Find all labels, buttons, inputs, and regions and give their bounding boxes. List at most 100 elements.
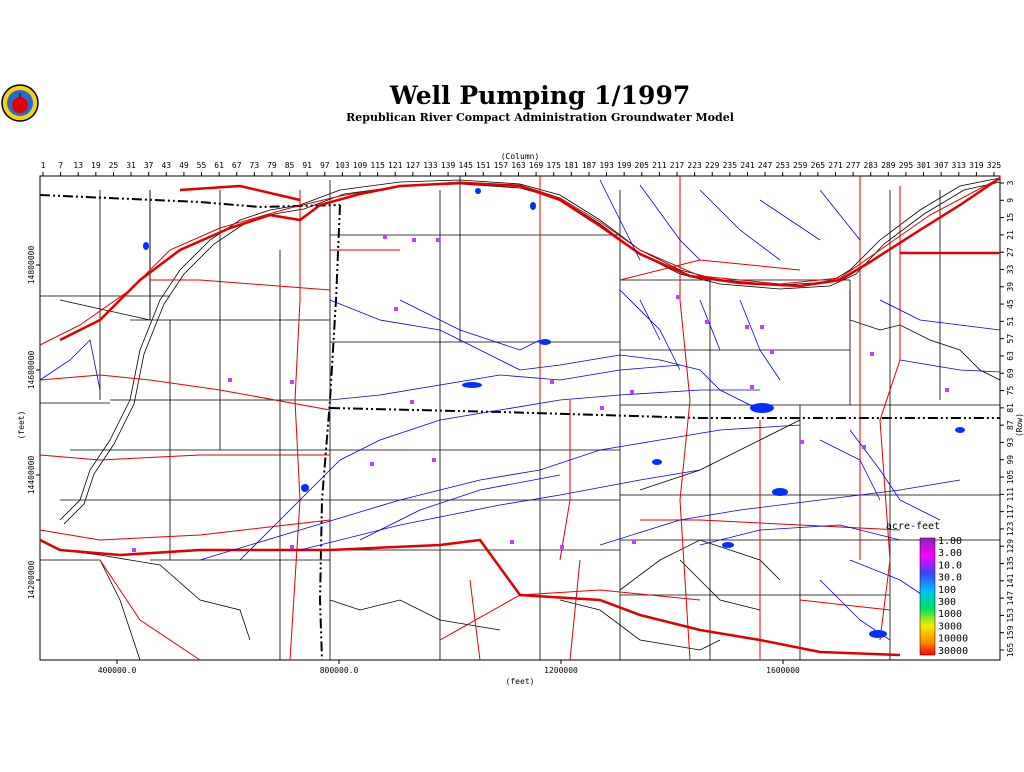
row-tick-label: 93 — [1006, 437, 1015, 447]
column-tick-label: 103 — [335, 161, 350, 170]
legend-label: 1.00 — [938, 536, 962, 547]
row-tick-label: 51 — [1006, 316, 1015, 326]
column-tick-label: 13 — [73, 161, 83, 170]
column-tick-label: 199 — [617, 161, 632, 170]
column-axis-title: (Column) — [501, 152, 540, 161]
column-tick-label: 193 — [599, 161, 614, 170]
row-tick-label: 15 — [1006, 213, 1015, 223]
row-tick-label: 27 — [1006, 247, 1015, 257]
axis-ticks: 1 7 13 19 25 31 37 43 49 55 61 67 73 79 85 91 97 103 109 11… — [27, 161, 1015, 675]
column-tick-label: 223 — [687, 161, 702, 170]
column-tick-label: 109 — [353, 161, 368, 170]
legend-label: 30.0 — [938, 573, 962, 584]
row-tick-label: 3 — [1006, 180, 1015, 185]
column-tick-label: 313 — [952, 161, 967, 170]
row-tick-label: 39 — [1006, 282, 1015, 292]
legend-label: 300 — [938, 597, 956, 608]
column-tick-label: 43 — [161, 161, 171, 170]
column-tick-label: 325 — [987, 161, 1002, 170]
row-tick-label: 69 — [1006, 368, 1015, 378]
column-tick-label: 121 — [388, 161, 403, 170]
subtitle: Republican River Compact Administration … — [346, 111, 734, 124]
legend-label: 3000 — [938, 621, 962, 632]
legend-label: 3.00 — [938, 548, 962, 559]
column-tick-label: 157 — [494, 161, 509, 170]
row-tick-label: 141 — [1006, 573, 1015, 588]
column-tick-label: 187 — [582, 161, 597, 170]
row-tick-label: 135 — [1006, 556, 1015, 571]
logo — [1, 84, 39, 122]
row-tick-label: 105 — [1006, 470, 1015, 485]
column-tick-label: 301 — [916, 161, 931, 170]
column-tick-label: 37 — [144, 161, 154, 170]
column-tick-label: 31 — [126, 161, 136, 170]
legend-color-bar — [919, 537, 936, 656]
column-tick-label: 169 — [529, 161, 544, 170]
row-tick-label: 45 — [1006, 299, 1015, 309]
column-tick-label: 19 — [91, 161, 101, 170]
row-tick-label: 57 — [1006, 334, 1015, 344]
column-tick-label: 265 — [811, 161, 826, 170]
column-tick-label: 295 — [899, 161, 914, 170]
y-tick-label: 14400000 — [27, 456, 36, 495]
column-tick-label: 289 — [881, 161, 896, 170]
row-tick-label: 63 — [1006, 351, 1015, 361]
column-tick-label: 61 — [214, 161, 224, 170]
column-tick-label: 73 — [250, 161, 260, 170]
column-tick-label: 145 — [458, 161, 473, 170]
column-tick-label: 55 — [197, 161, 207, 170]
column-tick-label: 307 — [934, 161, 949, 170]
column-tick-label: 259 — [793, 161, 808, 170]
column-tick-label: 319 — [969, 161, 984, 170]
y-tick-label: 14800000 — [27, 246, 36, 285]
row-tick-label: 87 — [1006, 420, 1015, 430]
x-tick-label: 1200000 — [544, 666, 578, 675]
column-tick-label: 151 — [476, 161, 491, 170]
column-tick-label: 7 — [58, 161, 63, 170]
row-tick-label: 99 — [1006, 455, 1015, 465]
column-tick-label: 97 — [320, 161, 330, 170]
row-tick-label: 111 — [1006, 487, 1015, 502]
column-tick-label: 211 — [652, 161, 667, 170]
column-tick-label: 205 — [635, 161, 650, 170]
x-tick-label: 800000.0 — [320, 666, 359, 675]
y-tick-label: 14600000 — [27, 351, 36, 390]
column-tick-label: 49 — [179, 161, 189, 170]
x-tick-label: 400000.0 — [98, 666, 137, 675]
x-axis-title: (feet) — [506, 677, 535, 686]
row-tick-label: 117 — [1006, 504, 1015, 519]
row-tick-label: 123 — [1006, 522, 1015, 537]
y-tick-label: 14200000 — [27, 561, 36, 600]
x-tick-label: 1600000 — [766, 666, 800, 675]
legend-label: 100 — [938, 585, 956, 596]
column-tick-label: 25 — [109, 161, 119, 170]
column-tick-label: 67 — [232, 161, 242, 170]
title: Well Pumping 1/1997 — [389, 81, 691, 110]
column-tick-label: 271 — [828, 161, 843, 170]
row-tick-label: 81 — [1006, 403, 1015, 413]
row-tick-label: 9 — [1006, 198, 1015, 203]
column-tick-label: 85 — [285, 161, 295, 170]
column-tick-label: 253 — [775, 161, 790, 170]
row-tick-label: 33 — [1006, 264, 1015, 274]
column-tick-label: 247 — [758, 161, 773, 170]
column-tick-label: 163 — [511, 161, 526, 170]
reservoirs — [143, 188, 965, 638]
column-tick-label: 175 — [546, 161, 561, 170]
streams — [39, 179, 1001, 641]
well-markers — [132, 235, 949, 552]
column-tick-label: 229 — [705, 161, 720, 170]
column-tick-label: 127 — [406, 161, 421, 170]
column-tick-label: 133 — [423, 161, 438, 170]
column-tick-label: 277 — [846, 161, 861, 170]
column-tick-label: 241 — [740, 161, 755, 170]
column-tick-label: 1 — [41, 161, 46, 170]
row-axis-title: (Row) — [1015, 413, 1024, 437]
row-tick-label: 147 — [1006, 591, 1015, 606]
y-axis-title: (feet) — [17, 411, 26, 440]
row-tick-label: 165 — [1006, 643, 1015, 658]
row-tick-label: 159 — [1006, 625, 1015, 640]
row-tick-label: 129 — [1006, 539, 1015, 554]
